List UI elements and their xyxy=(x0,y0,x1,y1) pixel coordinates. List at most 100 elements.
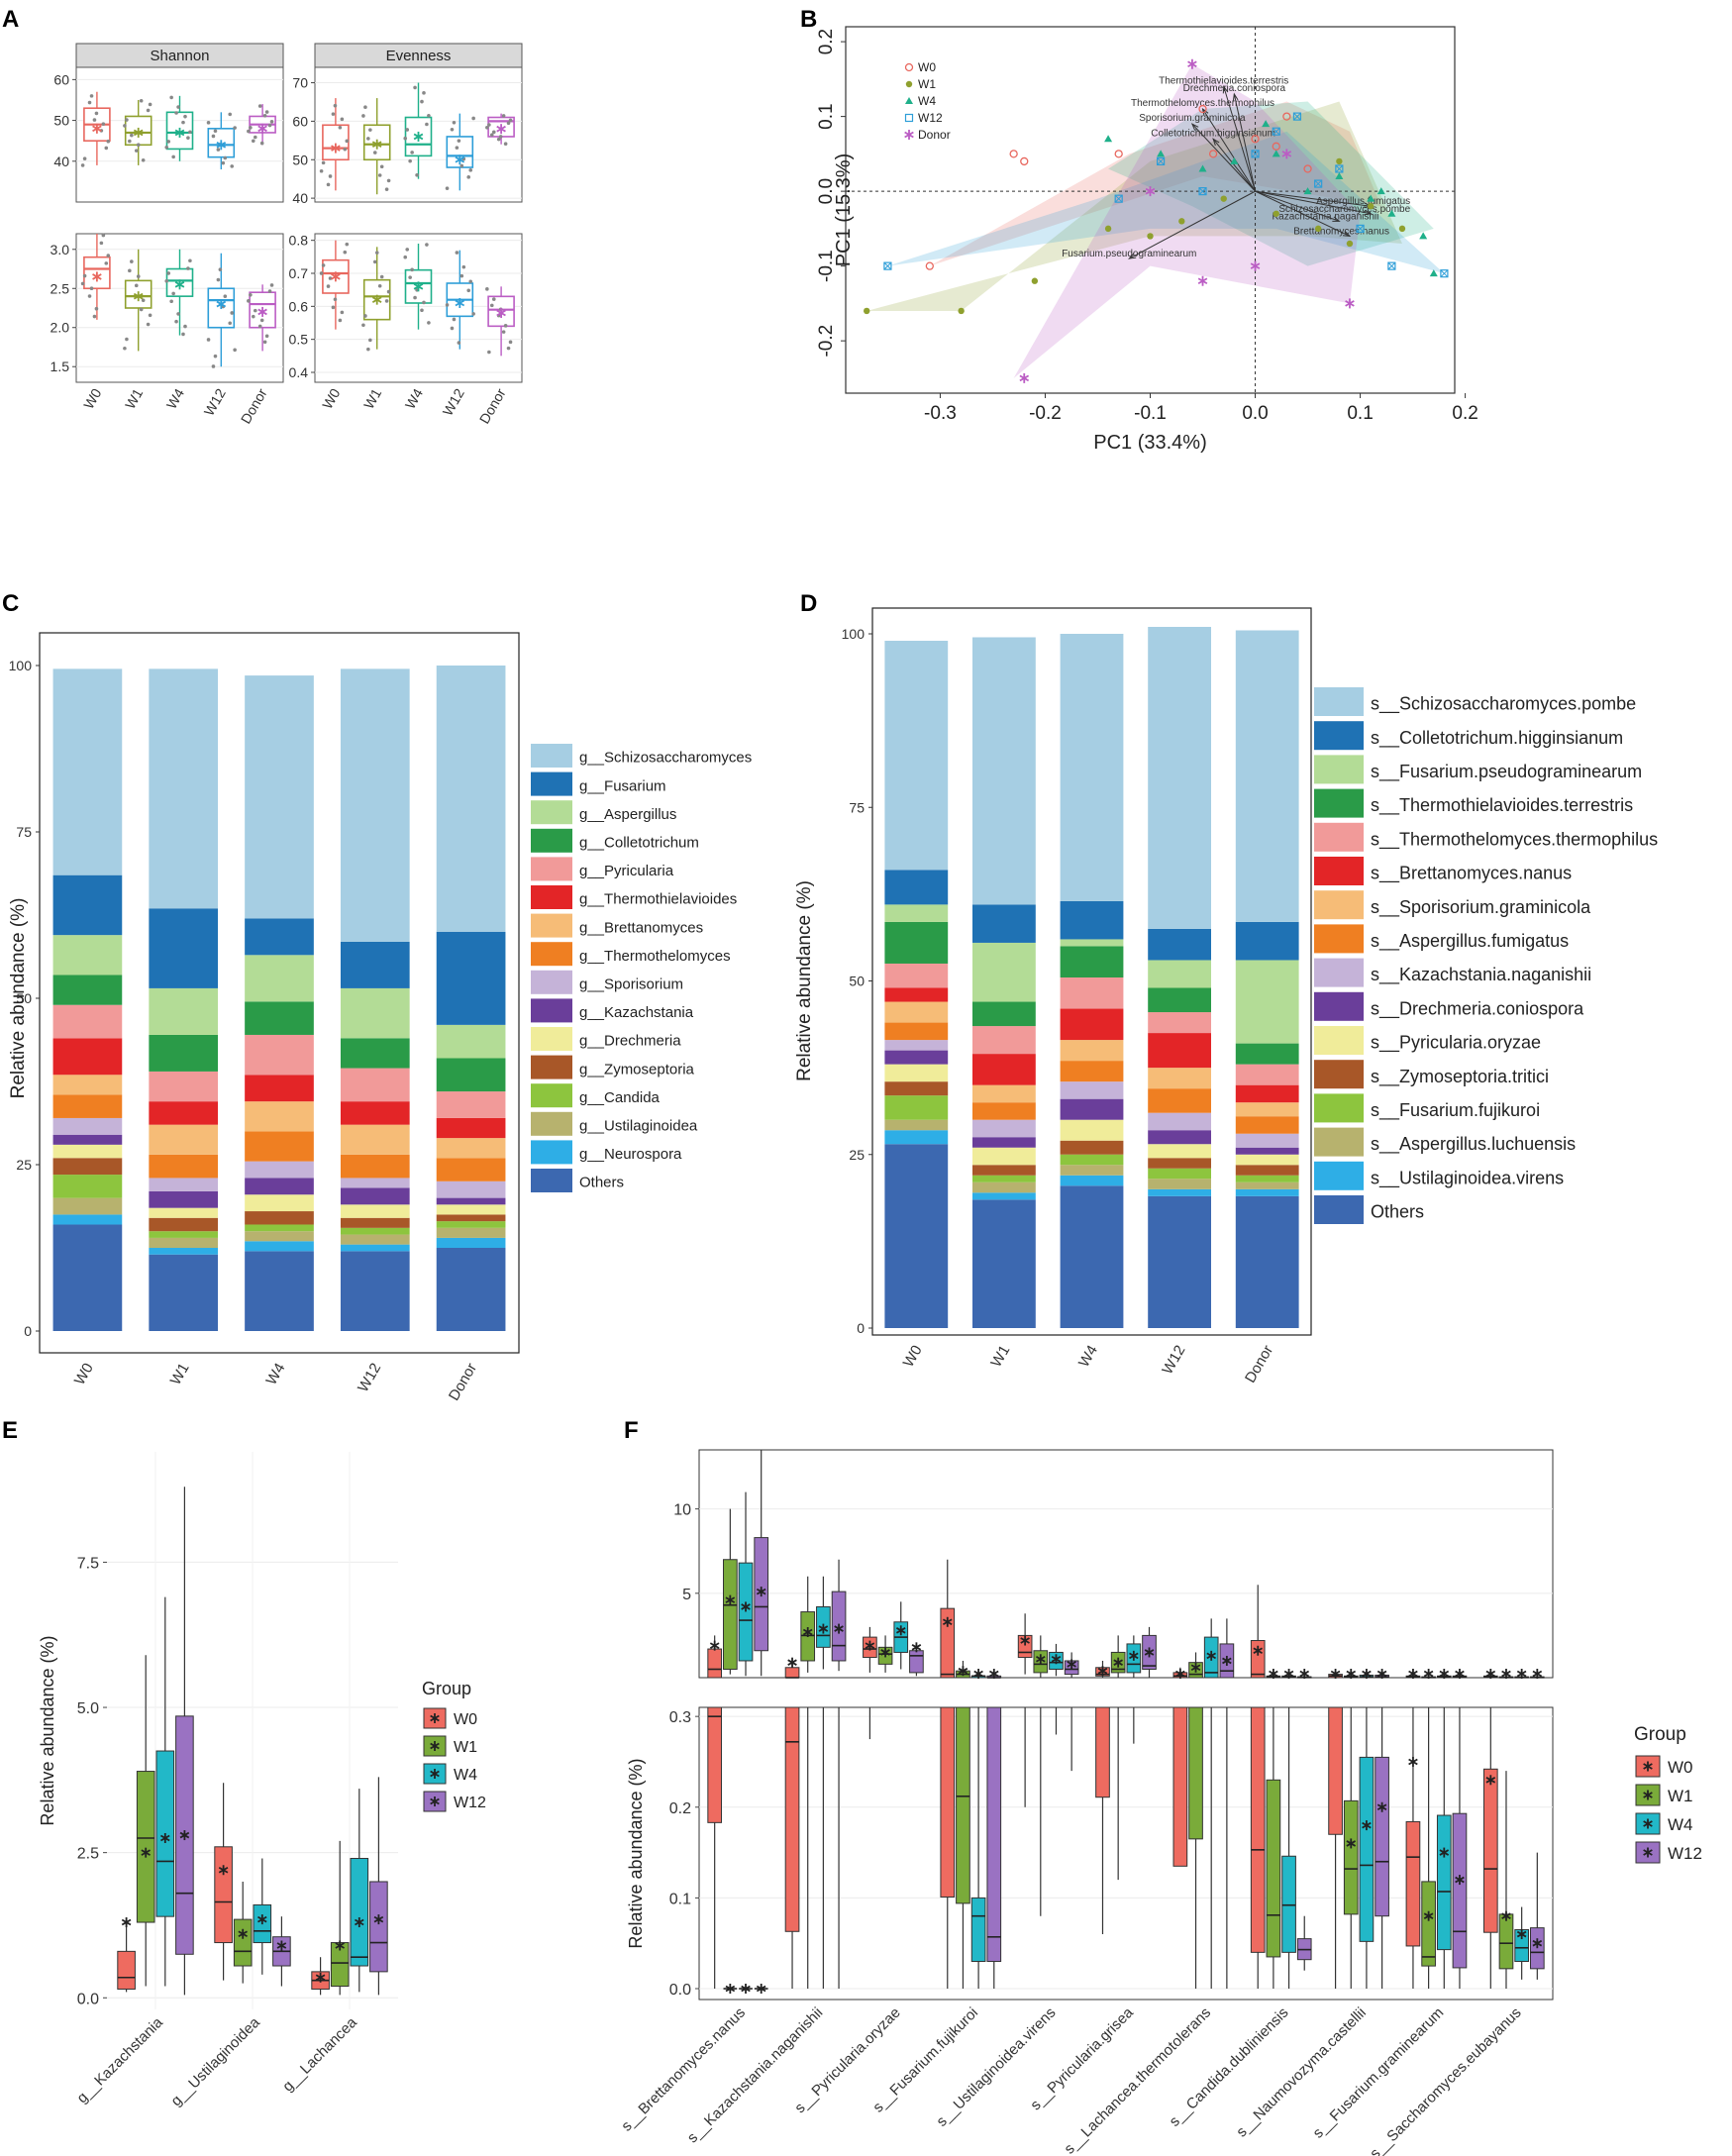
legend-key xyxy=(531,800,572,825)
mean-marker-stroke xyxy=(1330,1670,1341,1678)
data-point xyxy=(338,318,343,323)
arrow-label: Colletotrichum.higginsianum xyxy=(1151,128,1275,139)
legend-label: W12 xyxy=(1668,1844,1702,1863)
mean-marker xyxy=(1330,1669,1341,1679)
legend-title: Group xyxy=(422,1679,471,1698)
bar-segment xyxy=(245,675,314,919)
data-point xyxy=(228,112,233,117)
bar-segment xyxy=(340,1187,410,1205)
bar-segment xyxy=(245,1231,314,1242)
iqr-box xyxy=(1281,1855,1296,1953)
point-w12-cross xyxy=(1335,164,1344,173)
data-point xyxy=(450,127,455,132)
upper-box-w4 xyxy=(816,1576,831,1670)
legend-label: W4 xyxy=(454,1767,477,1784)
bar-segment xyxy=(1060,946,1124,977)
upper-box-w12 xyxy=(1219,1618,1235,1679)
hull-donor xyxy=(1013,63,1361,378)
mean-marker xyxy=(880,1647,890,1658)
legend-key xyxy=(531,857,572,881)
bar-segment xyxy=(149,1178,219,1191)
x-tick-label: W12 xyxy=(355,1361,384,1395)
lower-box-w1 xyxy=(723,1984,738,1995)
bar-segment xyxy=(436,1237,506,1248)
data-point xyxy=(487,350,491,355)
stacked-bar-w0 xyxy=(884,641,949,1328)
iqr-box xyxy=(1436,1814,1452,1951)
legend-label: s__Kazachstania.naganishii xyxy=(1371,965,1591,985)
x-tick-label: s__Brettanomyces.nanus xyxy=(618,2004,749,2135)
data-point xyxy=(471,116,475,121)
data-point xyxy=(82,273,87,278)
y-tick-label: 3.0 xyxy=(51,242,70,257)
bar-segment xyxy=(972,1181,1036,1193)
data-point xyxy=(146,108,151,113)
data-point xyxy=(125,337,129,342)
mean-marker-stroke xyxy=(756,1588,766,1595)
upper-box-w0 xyxy=(1482,1669,1498,1679)
bar-segment xyxy=(884,921,949,964)
bar-segment xyxy=(1235,1064,1299,1085)
mean-marker-stroke xyxy=(179,1831,190,1839)
data-point xyxy=(139,307,144,312)
arrow-label: Thermothelomyces.thermophilus xyxy=(1131,98,1274,109)
mean-marker xyxy=(355,1917,364,1928)
data-point xyxy=(141,157,146,162)
point-w0 xyxy=(1020,156,1029,166)
bar-segment xyxy=(1060,1081,1124,1099)
legend-key-marker xyxy=(430,1741,440,1751)
mean-marker-stroke xyxy=(1175,1670,1185,1678)
hull-w1 xyxy=(866,101,1402,311)
legend-label: W0 xyxy=(918,60,936,74)
legend-key xyxy=(1314,822,1364,852)
loading-arrow xyxy=(1255,190,1340,222)
iqr-box xyxy=(136,1771,155,1923)
data-point xyxy=(343,147,348,152)
mean-marker xyxy=(958,1666,968,1677)
mean-marker-stroke xyxy=(413,283,424,290)
iqr-box xyxy=(1172,1706,1188,1867)
box-w1 xyxy=(123,249,153,352)
legend-key xyxy=(531,1055,572,1079)
mean-marker-stroke xyxy=(1067,1661,1076,1668)
legend-key-w1 xyxy=(905,80,913,88)
data-point xyxy=(206,338,211,342)
legend-key-marker xyxy=(430,1797,440,1806)
mean-marker xyxy=(160,1832,170,1843)
mean-marker xyxy=(1485,1669,1496,1679)
upper-box-w12 xyxy=(754,1450,769,1677)
data-point xyxy=(377,173,382,177)
bar-segment xyxy=(149,1231,219,1238)
box-w0 xyxy=(80,91,111,167)
data-point xyxy=(328,174,333,178)
bar-segment xyxy=(436,1024,506,1059)
mean-marker-stroke xyxy=(1345,300,1355,307)
bar-segment xyxy=(972,1165,1036,1176)
data-point xyxy=(408,158,412,163)
mean-marker xyxy=(174,279,185,290)
upper-box-w4 xyxy=(1281,1669,1296,1679)
legend-label: g__Zymoseptoria xyxy=(579,1061,695,1078)
upper-box-w12 xyxy=(1142,1626,1157,1678)
bar-segment xyxy=(149,1034,219,1072)
mean-marker xyxy=(756,1587,766,1597)
box-w0 xyxy=(214,1783,233,1981)
mean-marker xyxy=(1051,1654,1062,1665)
bar-segment xyxy=(884,870,949,905)
data-point xyxy=(213,354,218,359)
bar-segment xyxy=(245,1001,314,1035)
mean-marker xyxy=(1516,1669,1527,1679)
data-point xyxy=(503,324,508,328)
data-point xyxy=(106,139,111,144)
bar-segment xyxy=(972,1147,1036,1166)
bar-segment xyxy=(340,1251,410,1331)
data-point xyxy=(319,271,324,275)
y-tick-label: 0.2 xyxy=(669,1800,691,1817)
bar-segment xyxy=(340,1234,410,1245)
legend-label: Others xyxy=(1371,1202,1424,1222)
legend-key xyxy=(1314,924,1364,954)
legend-label: g__Neurospora xyxy=(579,1146,682,1163)
bar-segment xyxy=(1148,626,1211,929)
data-point xyxy=(176,105,180,109)
lower-box-w4 xyxy=(739,1984,753,1995)
